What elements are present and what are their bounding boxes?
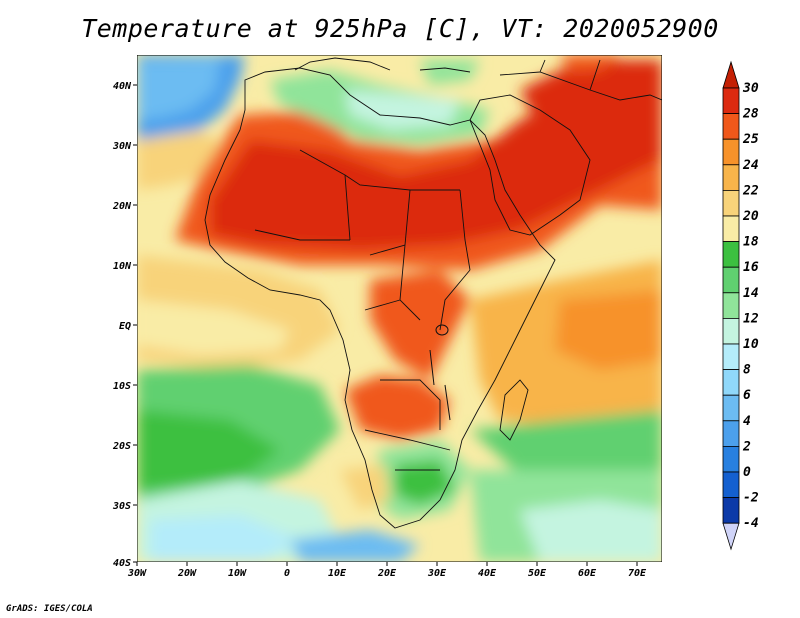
colorbar-label: 8 <box>743 363 751 378</box>
colorbar-label: -2 <box>743 491 759 506</box>
colorbar-label: 30 <box>742 81 759 96</box>
colorbar-label: 16 <box>743 260 759 275</box>
lon-tick-label: 10E <box>328 568 347 579</box>
credit-text: GrADS: IGES/COLA <box>6 604 93 614</box>
colorbar-label: 24 <box>742 158 759 173</box>
colorbar-label: 14 <box>743 286 759 301</box>
lat-tick-label: 10N <box>113 261 132 272</box>
lon-tick-label: 70E <box>628 568 647 579</box>
colorbar-label: 22 <box>742 183 759 198</box>
lon-tick-label: 60E <box>578 568 597 579</box>
colorbar-segment <box>722 369 740 396</box>
colorbar-segment <box>722 292 740 319</box>
lat-tick-label: EQ <box>119 321 131 332</box>
lat-tick-label: 40N <box>113 81 132 92</box>
colorbar-segment <box>722 138 740 166</box>
lon-tick-label: 10W <box>228 568 247 579</box>
colorbar-segment <box>722 87 740 115</box>
map-title: Temperature at 925hPa [C], VT: 202005290… <box>81 14 719 43</box>
colorbar-segment <box>722 317 740 345</box>
lon-tick-label: 30E <box>427 568 447 579</box>
colorbar-bottom-arrow <box>722 522 740 551</box>
lon-tick-label: 0 <box>284 568 290 579</box>
colorbar-segment <box>722 420 740 447</box>
colorbar-label: 20 <box>742 209 759 224</box>
colorbar-label: 25 <box>742 132 759 147</box>
colorbar-label: 18 <box>743 235 759 250</box>
plot-area <box>137 55 662 562</box>
colorbar-segment <box>722 394 740 422</box>
temperature-field <box>137 55 662 562</box>
lat-tick-label: 30N <box>112 141 132 152</box>
country-borders <box>204 57 662 529</box>
colorbar-label: 10 <box>743 337 759 352</box>
colorbar-segment <box>722 241 740 268</box>
colorbar-top-arrow <box>722 60 740 89</box>
lakes <box>429 324 451 421</box>
colorbar-segment <box>722 445 740 473</box>
colorbar-segment <box>722 266 740 294</box>
colorbar-segment <box>722 497 740 524</box>
lon-tick-label: 20E <box>377 568 397 579</box>
colorbar-label: 28 <box>742 107 759 122</box>
lat-tick-label: 10S <box>113 381 131 392</box>
lat-tick-label: 40S <box>113 558 131 569</box>
colorbar-segment <box>722 215 740 243</box>
lat-tick-label: 30S <box>112 501 131 512</box>
lat-tick-label: 20N <box>112 201 132 212</box>
colorbar-segment <box>722 164 740 191</box>
lon-tick-label: 30W <box>127 568 147 579</box>
colorbar-segment <box>722 343 740 371</box>
colorbar-label: -4 <box>743 516 759 531</box>
colorbar-segment <box>722 189 740 217</box>
lat-tick-label: 20S <box>112 441 131 452</box>
colorbar-label: 0 <box>743 465 751 480</box>
colorbar-label: 4 <box>743 414 751 429</box>
colorbar-label: 12 <box>743 311 759 326</box>
lon-tick-label: 40E <box>478 568 497 579</box>
lon-tick-label: 20W <box>177 568 197 579</box>
colorbar-segment <box>722 113 740 140</box>
colorbar-label: 6 <box>743 388 751 403</box>
lon-tick-label: 50E <box>528 568 547 579</box>
colorbar-label: 2 <box>742 439 751 454</box>
colorbar-segment <box>722 471 740 499</box>
